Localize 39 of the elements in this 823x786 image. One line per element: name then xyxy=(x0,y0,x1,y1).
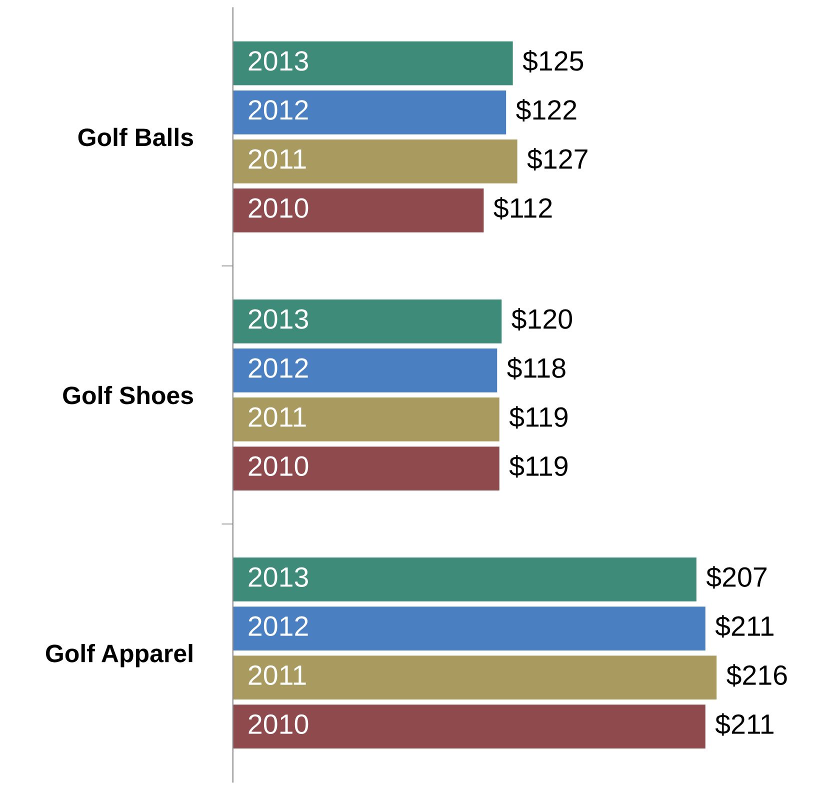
bar xyxy=(232,606,706,650)
text: 2011 xyxy=(248,149,306,169)
data-label: $122 xyxy=(516,98,576,122)
bar xyxy=(232,558,696,602)
text: 2011 xyxy=(248,665,306,686)
bar xyxy=(232,348,498,392)
data-label: $118 xyxy=(507,357,566,380)
data-label: $125 xyxy=(522,50,584,72)
series-label: 2011 xyxy=(248,407,306,427)
data-label: $120 xyxy=(512,308,572,331)
data-label: $216 xyxy=(726,664,787,687)
data-label: $112 xyxy=(494,197,552,220)
bar xyxy=(232,446,500,490)
y-tick-label: Golf Shoes xyxy=(63,386,194,404)
series-label: 2010 xyxy=(248,198,308,218)
data-label: $127 xyxy=(527,148,588,171)
bar xyxy=(232,90,506,134)
bar xyxy=(232,704,706,749)
bar xyxy=(232,299,502,344)
text: 2013 xyxy=(248,51,308,71)
bar xyxy=(232,41,513,86)
text: 2012 xyxy=(248,100,308,120)
bar xyxy=(232,139,518,184)
data-label: $119 xyxy=(509,406,568,429)
series-label: 2012 xyxy=(248,616,308,636)
data-label: $207 xyxy=(706,566,767,589)
text: 2013 xyxy=(248,567,308,587)
data-label: $119 xyxy=(509,455,568,478)
bar xyxy=(232,398,500,442)
text: 2010 xyxy=(248,714,308,734)
bar xyxy=(232,188,484,232)
text: 2010 xyxy=(248,456,308,476)
y-tick-label: Golf Apparel xyxy=(46,644,192,668)
y-tick-label: Golf Balls xyxy=(78,128,194,146)
text: 2012 xyxy=(248,358,308,378)
data-label: $211 xyxy=(715,713,774,736)
data-label: $211 xyxy=(715,615,774,638)
bar xyxy=(232,656,717,700)
series-label: 2013 xyxy=(248,309,308,329)
